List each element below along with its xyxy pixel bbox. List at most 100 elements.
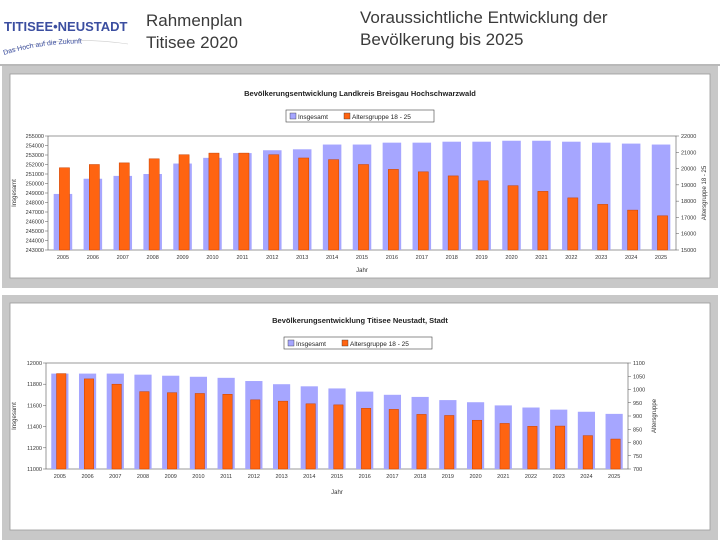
y2-tick-label: 1000 [633, 388, 645, 394]
y2-tick-label: 22000 [681, 134, 696, 140]
bar-age [507, 185, 519, 251]
bar-age [83, 378, 94, 470]
bar-age [361, 408, 372, 470]
bar-age [627, 209, 638, 251]
x-axis-title: Jahr [331, 490, 343, 496]
x-tick-label: 2015 [331, 474, 343, 480]
slide-title: Voraussichtliche Entwicklung der Bevölke… [360, 7, 710, 51]
y2-tick-label: 850 [633, 427, 642, 433]
x-tick-label: 2016 [359, 474, 371, 480]
chart-titisee: Bevölkerungsentwicklung Titisee Neustadt… [9, 302, 711, 531]
bar-age [499, 423, 510, 470]
logo-wordmark: TITISEE•NEUSTADT [4, 19, 128, 34]
y2-tick-label: 750 [633, 454, 642, 460]
x-tick-label: 2010 [192, 474, 204, 480]
x-tick-label: 2009 [176, 255, 188, 261]
y-tick-label: 252000 [26, 163, 44, 169]
y-tick-label: 254000 [26, 144, 44, 150]
legend-label-age: Altersgruppe 18 - 25 [350, 341, 409, 348]
y-tick-label: 11200 [27, 446, 42, 452]
y-tick-label: 11400 [27, 425, 42, 431]
x-tick-label: 2011 [236, 255, 248, 261]
x-tick-label: 2012 [248, 474, 260, 480]
bar-age [358, 164, 369, 251]
y-tick-label: 251000 [26, 172, 44, 178]
y-axis-title: Insgesamt [12, 179, 18, 207]
y-axis-title: Insgesamt [12, 402, 18, 430]
x-tick-label: 2005 [57, 255, 69, 261]
x-tick-label: 2025 [608, 474, 620, 480]
y-tick-label: 255000 [26, 134, 44, 140]
legend-box [285, 109, 435, 123]
x-tick-label: 2011 [220, 474, 232, 480]
x-tick-label: 2006 [87, 255, 99, 261]
y2-tick-label: 17000 [681, 215, 696, 221]
x-tick-label: 2019 [475, 255, 487, 261]
logo-tagline: Das Hoch auf die Zukunft [3, 38, 82, 56]
plan-title-line2: Titisee 2020 [146, 33, 238, 52]
x-tick-label: 2021 [497, 474, 509, 480]
x-axis-title: Jahr [356, 268, 368, 274]
bar-age [194, 393, 205, 470]
y-tick-label: 246000 [26, 220, 44, 226]
x-tick-label: 2007 [109, 474, 121, 480]
x-tick-label: 2005 [54, 474, 66, 480]
y-tick-label: 249000 [26, 191, 44, 197]
bar-age [139, 391, 150, 470]
header-rule [0, 64, 720, 66]
x-tick-label: 2023 [553, 474, 565, 480]
logo: TITISEE•NEUSTADT Das Hoch auf die Zukunf… [0, 0, 130, 60]
logo-swoosh [3, 40, 129, 53]
y-tick-label: 253000 [26, 153, 44, 159]
legend-swatch-total [287, 339, 295, 347]
x-tick-label: 2022 [525, 474, 537, 480]
slide-title-line2: Bevölkerung bis 2025 [360, 30, 524, 49]
y2-tick-label: 950 [633, 401, 642, 407]
bar-age [527, 426, 538, 470]
x-tick-label: 2022 [565, 255, 577, 261]
y-tick-label: 12000 [27, 361, 42, 367]
y-tick-label: 245000 [26, 229, 44, 235]
y-tick-label: 248000 [26, 201, 44, 207]
chart-title: Bevölkerungsentwicklung Titisee Neustadt… [272, 316, 448, 325]
legend-box [283, 336, 433, 350]
x-tick-label: 2024 [625, 255, 637, 261]
bar-age [268, 154, 280, 251]
y2-tick-label: 20000 [681, 167, 696, 173]
y-tick-label: 11600 [27, 403, 42, 409]
bar-age [447, 175, 459, 251]
y2-tick-label: 1050 [633, 374, 645, 380]
bar-age [118, 162, 130, 251]
legend-swatch-age [341, 339, 349, 347]
x-tick-label: 2024 [580, 474, 592, 480]
bar-age [148, 158, 160, 251]
bar-age [388, 169, 399, 251]
x-tick-label: 2014 [326, 255, 338, 261]
bar-age [537, 191, 549, 251]
x-tick-label: 2009 [165, 474, 177, 480]
bar-age [56, 373, 67, 470]
bar-age [477, 180, 489, 251]
y2-tick-label: 19000 [681, 183, 696, 189]
chart-panel-landkreis: Bevölkerungsentwicklung Landkreis Breisg… [2, 66, 718, 288]
legend-swatch-age [343, 112, 351, 120]
bar-age [89, 164, 100, 251]
y2-tick-label: 700 [633, 467, 642, 473]
bar-age [305, 403, 316, 470]
bar-age [178, 154, 190, 251]
y2-tick-label: 900 [633, 414, 642, 420]
bar-age [59, 167, 70, 251]
x-tick-label: 2008 [137, 474, 149, 480]
y2-tick-label: 21000 [681, 150, 696, 156]
legend-label-total: Insgesamt [296, 341, 326, 348]
x-tick-label: 2021 [535, 255, 547, 261]
x-tick-label: 2018 [446, 255, 458, 261]
y-tick-label: 11000 [27, 467, 42, 473]
bar-age [333, 404, 344, 470]
x-tick-label: 2017 [416, 255, 428, 261]
y2-tick-label: 18000 [681, 199, 696, 205]
x-tick-label: 2015 [356, 255, 368, 261]
bar-age [657, 215, 668, 251]
bar-age [277, 400, 288, 470]
bar-age [597, 204, 609, 251]
